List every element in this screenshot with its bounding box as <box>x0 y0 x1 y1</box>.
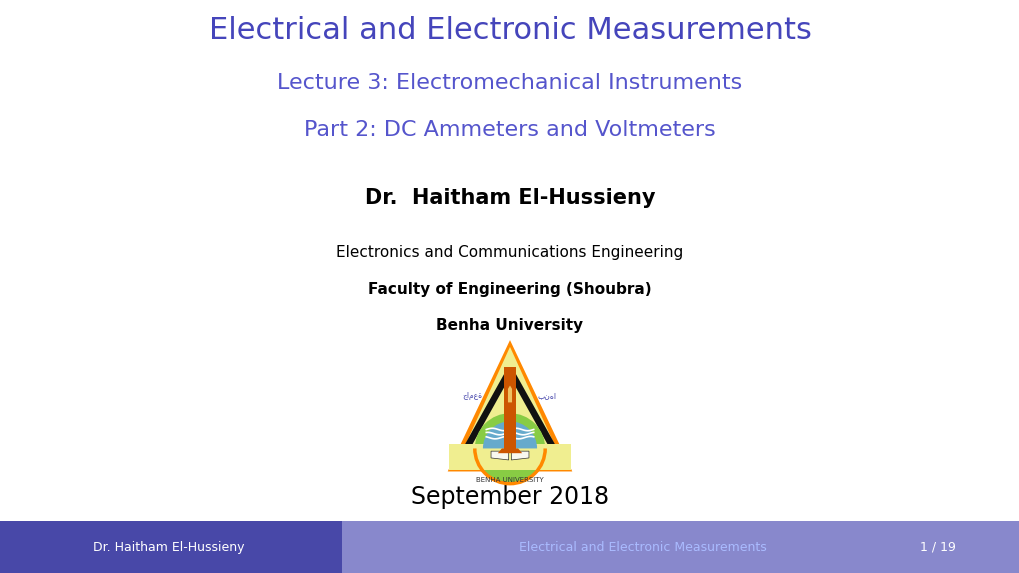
Polygon shape <box>503 367 506 375</box>
Text: Electronics and Communications Engineering: Electronics and Communications Engineeri… <box>336 245 683 260</box>
Text: Part 2: DC Ammeters and Voltmeters: Part 2: DC Ammeters and Voltmeters <box>304 120 715 140</box>
Polygon shape <box>454 347 565 469</box>
Text: Benha University: Benha University <box>436 318 583 333</box>
Text: BENHA UNIVERSITY: BENHA UNIVERSITY <box>476 477 543 483</box>
Polygon shape <box>503 375 516 453</box>
Text: Faculty of Engineering (Shoubra): Faculty of Engineering (Shoubra) <box>368 281 651 297</box>
Polygon shape <box>448 445 571 470</box>
Text: Lecture 3: Electromechanical Instruments: Lecture 3: Electromechanical Instruments <box>277 73 742 93</box>
Polygon shape <box>506 367 510 375</box>
FancyBboxPatch shape <box>0 521 341 573</box>
Polygon shape <box>497 449 522 453</box>
Polygon shape <box>513 367 516 375</box>
Text: Dr.  Haitham El-Hussieny: Dr. Haitham El-Hussieny <box>365 188 654 208</box>
Polygon shape <box>510 367 513 375</box>
Text: بنها: بنها <box>537 391 556 400</box>
Polygon shape <box>507 386 512 402</box>
Text: جامعة: جامعة <box>463 391 482 400</box>
Polygon shape <box>447 340 572 472</box>
Wedge shape <box>474 449 545 484</box>
Text: 1 / 19: 1 / 19 <box>919 541 956 554</box>
Polygon shape <box>506 372 568 468</box>
Text: Electrical and Electronic Measurements: Electrical and Electronic Measurements <box>519 541 765 554</box>
FancyBboxPatch shape <box>0 521 1019 573</box>
Ellipse shape <box>476 420 543 469</box>
Polygon shape <box>451 372 513 468</box>
Polygon shape <box>511 451 529 460</box>
Text: Dr. Haitham El-Hussieny: Dr. Haitham El-Hussieny <box>93 541 244 554</box>
Text: September 2018: September 2018 <box>411 485 608 509</box>
Wedge shape <box>474 413 545 449</box>
Polygon shape <box>490 451 508 460</box>
Text: Electrical and Electronic Measurements: Electrical and Electronic Measurements <box>208 15 811 45</box>
Wedge shape <box>482 421 537 449</box>
